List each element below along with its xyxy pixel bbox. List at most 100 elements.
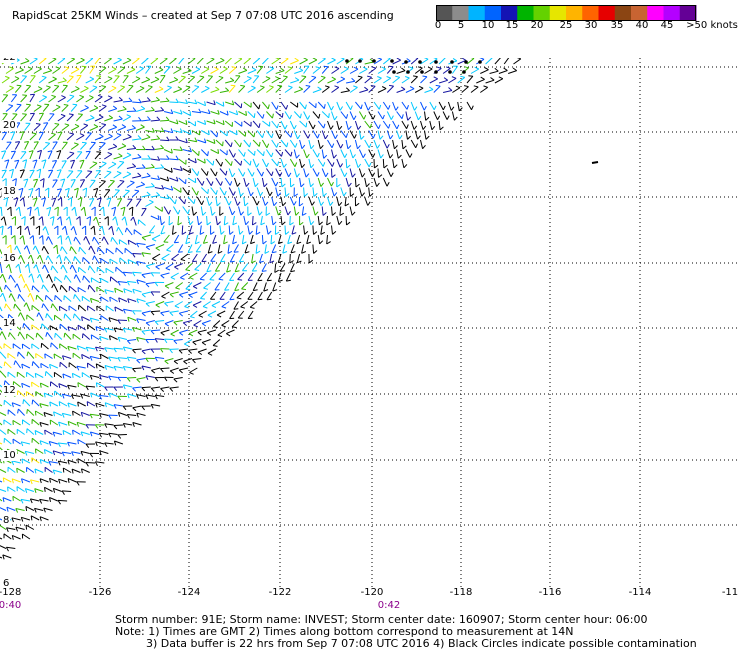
wind-barb	[272, 282, 278, 292]
wind-barb	[136, 145, 146, 151]
wind-barb	[321, 168, 329, 178]
contamination-marker	[345, 59, 349, 63]
wind-barb	[40, 323, 49, 331]
colorbar-tick-label: 40	[635, 20, 649, 31]
wind-barb	[141, 234, 151, 241]
wind-barb	[282, 244, 288, 254]
wind-barb	[49, 325, 59, 331]
wind-barb	[98, 180, 106, 188]
wind-barb	[89, 374, 100, 380]
wind-barb	[199, 272, 207, 281]
wind-barb	[145, 301, 155, 307]
wind-barb	[99, 353, 109, 359]
wind-barb	[401, 120, 409, 129]
wind-barb	[141, 365, 151, 371]
wind-barb	[256, 149, 265, 157]
wind-barb	[238, 206, 245, 216]
wind-barb	[11, 517, 21, 523]
wind-barb	[154, 320, 165, 326]
wind-barb	[57, 197, 63, 207]
wind-barb	[184, 301, 193, 309]
wind-barb	[77, 382, 86, 388]
wind-barb	[108, 143, 118, 150]
wind-barb	[12, 438, 21, 445]
wind-barb	[178, 58, 185, 65]
wind-barb	[127, 316, 137, 322]
wind-barb	[386, 84, 394, 93]
wind-barb	[317, 215, 323, 226]
wind-barb	[189, 367, 198, 375]
wind-barb	[0, 370, 7, 378]
wind-barb	[38, 235, 44, 245]
time-label: 0:42	[377, 600, 401, 611]
wind-barb	[122, 271, 133, 277]
wind-barb	[6, 206, 12, 217]
wind-barb	[0, 216, 7, 226]
wind-barb	[382, 120, 391, 129]
wind-barb	[0, 404, 3, 407]
wind-barb	[405, 86, 415, 93]
wind-barb	[42, 103, 50, 112]
wind-barb	[178, 158, 187, 165]
wind-barb	[31, 343, 40, 350]
wind-barb	[122, 75, 129, 84]
latitude-label: 10	[2, 450, 17, 461]
wind-barb	[173, 146, 183, 151]
wind-barb	[57, 131, 63, 141]
wind-barb	[7, 486, 16, 492]
wind-barb	[312, 66, 321, 74]
wind-barb	[336, 196, 343, 207]
colorbar-tick-label: 0	[434, 20, 442, 31]
wind-barb	[224, 196, 232, 206]
latitude-label: 6	[2, 578, 11, 588]
colorbar-swatch	[647, 5, 664, 21]
wind-barb	[336, 58, 345, 65]
wind-barb	[7, 466, 16, 473]
wind-barb	[191, 149, 200, 156]
wind-barb	[113, 424, 123, 430]
wind-barb	[243, 196, 249, 207]
wind-barb	[94, 94, 103, 103]
wind-barb	[23, 178, 29, 188]
wind-barb	[187, 158, 197, 164]
wind-barb	[266, 111, 274, 119]
wind-barb	[106, 197, 112, 207]
wind-barb	[169, 155, 179, 161]
colorbar-swatch	[484, 5, 502, 21]
wind-barb	[197, 101, 206, 107]
wind-barb	[39, 382, 49, 388]
wind-barb	[269, 253, 275, 264]
wind-barb	[58, 421, 68, 427]
wind-barb	[212, 339, 221, 347]
wind-barb	[508, 67, 517, 74]
wind-barb	[159, 348, 170, 353]
wind-barb	[265, 130, 274, 139]
wind-barb	[247, 168, 255, 177]
wind-barb	[132, 153, 142, 160]
wind-barb	[373, 120, 381, 130]
wind-barb	[206, 138, 216, 144]
wind-barb	[126, 84, 134, 93]
wind-barb	[452, 85, 461, 93]
wind-barb	[180, 272, 189, 280]
wind-barb	[252, 101, 261, 110]
wind-barb	[0, 225, 4, 236]
wind-barb	[98, 66, 107, 74]
wind-barb	[67, 345, 77, 351]
wind-barb	[36, 312, 44, 321]
wind-barb	[317, 177, 325, 187]
wind-barb	[178, 120, 188, 126]
wind-barb	[118, 297, 128, 303]
wind-barb	[219, 149, 228, 156]
wind-barb	[104, 289, 114, 295]
wind-barb	[16, 467, 25, 473]
wind-barb	[187, 137, 198, 143]
wind-barb	[89, 317, 100, 323]
wind-barb	[160, 329, 170, 336]
wind-barb	[442, 66, 451, 74]
colorbar-labels: 0 5 10 15 20 25 30 35 40 45 >50 knots	[0, 20, 740, 36]
wind-barb	[247, 206, 252, 216]
wind-barb	[247, 85, 256, 93]
wind-barb	[169, 119, 179, 125]
wind-barb	[280, 215, 286, 226]
